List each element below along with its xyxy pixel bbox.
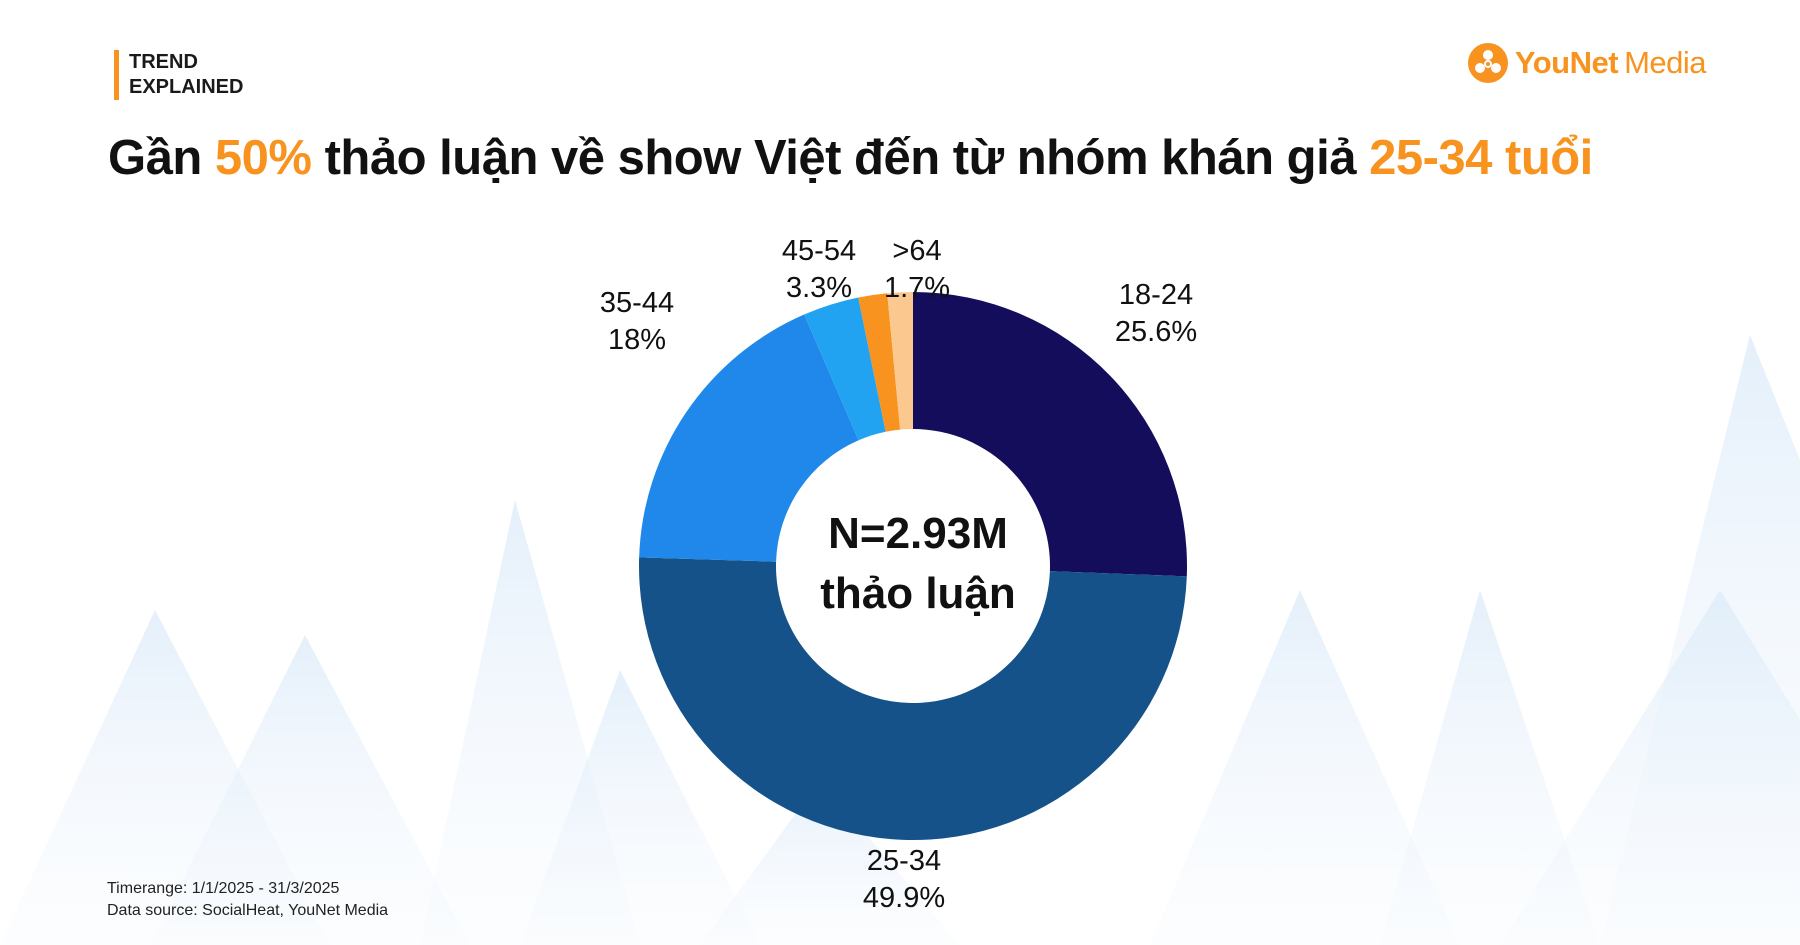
slice-category-label-35-44: 35-44: [600, 287, 674, 319]
trend-explained-badge: TREND EXPLAINED: [114, 50, 243, 100]
timerange-note: Timerange: 1/1/2025 - 31/3/2025: [107, 880, 340, 897]
slice-category-label-25-34: 25-34: [867, 845, 941, 877]
slice-value-label-45-54: 3.3%: [786, 272, 852, 304]
slice-value-label-64: 1.7%: [884, 272, 950, 304]
younet-media-logo: YouNet Media: [1467, 42, 1706, 84]
donut-slice-35-44: [639, 314, 859, 562]
title-part-1: Gần: [108, 131, 215, 185]
title-highlight-1: 50%: [214, 131, 312, 185]
donut-slice-25-34: [639, 557, 1187, 840]
center-unit-label: thảo luận: [820, 569, 1016, 618]
logo-text-media: Media: [1624, 45, 1706, 80]
page-title: Gần 50% thảo luận về show Việt đến từ nh…: [108, 130, 1593, 186]
donut-slice-other: [887, 292, 913, 430]
logo-network-icon: [1467, 43, 1508, 83]
donut-labels: 18-24 25.6% 25-34 49.9% 35-44 18% 45-54 3.3% >64…: [600, 235, 1197, 914]
slice-value-label-35-44: 18%: [608, 324, 666, 356]
brand-line-2: EXPLAINED: [129, 76, 244, 98]
donut-slice-45-54: [804, 297, 886, 441]
slice-value-label-25-34: 49.9%: [863, 882, 945, 914]
slice-category-label-18-24: 18-24: [1119, 279, 1193, 311]
slice-value-label-18-24: 25.6%: [1115, 316, 1197, 348]
brand-line-1: TREND: [129, 51, 198, 73]
footer-notes: Timerange: 1/1/2025 - 31/3/2025 Data sou…: [107, 878, 388, 922]
data-source-note: Data source: SocialHeat, YouNet Media: [107, 902, 389, 919]
center-total-label: N=2.93M: [828, 509, 1008, 558]
donut-slices: [639, 292, 1187, 840]
donut-slice-18-24: [913, 292, 1187, 577]
title-highlight-2: 25-34 tuổi: [1369, 131, 1593, 185]
slice-category-label-64: >64: [892, 235, 941, 267]
donut-slice-64: [858, 293, 901, 432]
logo-text-younet: YouNet: [1514, 45, 1619, 80]
slice-category-label-45-54: 45-54: [782, 235, 856, 267]
title-part-2: thảo luận về show Việt đến từ nhóm khán …: [311, 131, 1370, 185]
